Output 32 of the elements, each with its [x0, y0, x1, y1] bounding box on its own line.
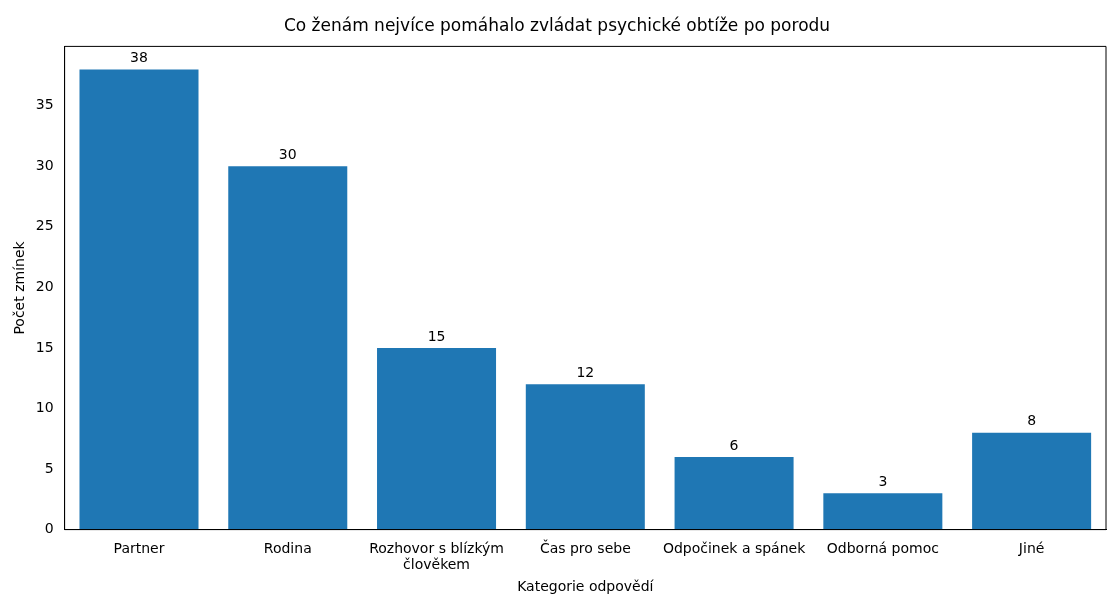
bar	[823, 493, 943, 530]
bar	[525, 384, 645, 530]
y-tick-label: 30	[35, 156, 54, 173]
y-tick-label: 10	[35, 399, 54, 416]
x-tick-label: Jiné	[1017, 539, 1045, 556]
bar	[674, 456, 794, 530]
data-label: 12	[576, 363, 595, 380]
data-label: 3	[878, 472, 888, 489]
bar	[972, 432, 1092, 530]
x-tick-label: Rodina	[263, 539, 312, 556]
y-tick-label: 0	[44, 520, 54, 537]
y-tick-label: 5	[44, 459, 54, 476]
data-label: 15	[427, 327, 446, 344]
x-tick-label: Čas pro sebe	[539, 538, 631, 556]
y-tick-label: 35	[35, 96, 54, 113]
bar	[79, 69, 199, 530]
x-tick-label: Odpočinek a spánek	[662, 539, 807, 556]
data-label: 30	[278, 145, 297, 162]
data-label: 38	[130, 49, 148, 66]
y-tick-label: 20	[35, 278, 54, 295]
x-tick-label: Odborná pomoc	[826, 539, 939, 556]
y-tick-label: 15	[35, 338, 54, 355]
chart-title: Co ženám nejvíce pomáhalo zvládat psychické obtíže po porodu	[283, 14, 831, 35]
y-axis-title: Počet zmínek	[11, 240, 28, 335]
x-tick-label: Partner	[113, 539, 165, 556]
bar	[228, 166, 348, 530]
y-tick-label: 25	[35, 217, 54, 234]
data-label: 6	[729, 436, 739, 453]
x-axis-title: Kategorie odpovědí	[517, 578, 655, 595]
bar	[377, 347, 497, 530]
data-label: 8	[1027, 412, 1037, 429]
x-tick-label: Rozhovor s blízkým člověkem	[369, 539, 504, 573]
